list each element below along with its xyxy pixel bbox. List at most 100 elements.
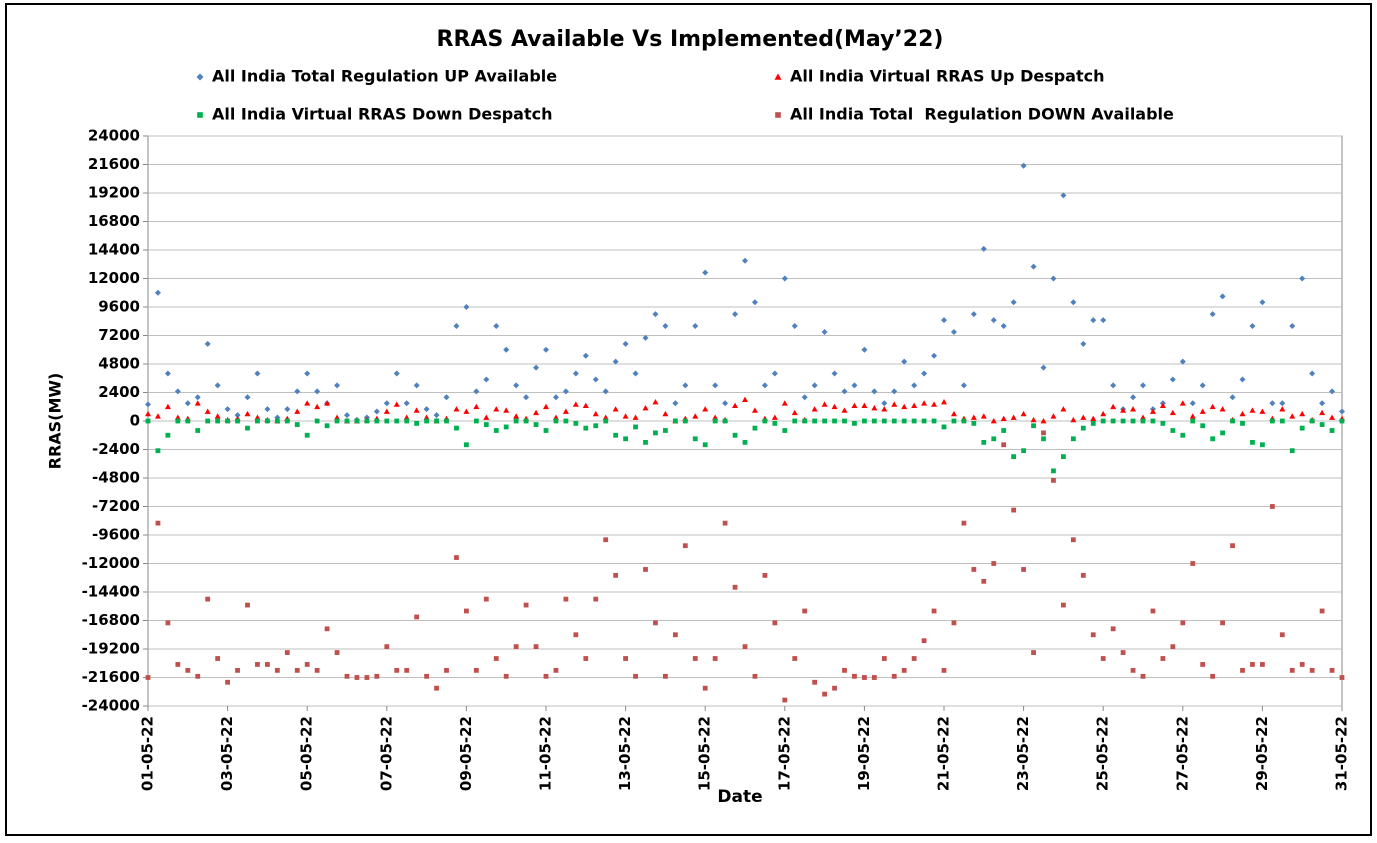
data-point <box>215 656 221 661</box>
data-point <box>1180 432 1186 438</box>
data-point <box>205 596 211 602</box>
data-point <box>990 418 997 424</box>
data-point <box>931 352 938 359</box>
data-point <box>304 432 310 438</box>
data-point <box>274 667 280 673</box>
data-point <box>1061 454 1066 460</box>
data-point <box>245 425 250 431</box>
data-point <box>473 667 479 673</box>
x-tick-label: 03-05-22 <box>218 716 236 791</box>
data-point <box>404 667 410 673</box>
data-point <box>533 364 540 371</box>
data-point <box>881 400 888 407</box>
data-point <box>214 413 221 419</box>
data-point <box>981 578 987 584</box>
data-point <box>1031 650 1036 655</box>
x-tick-label: 21-05-22 <box>935 716 953 791</box>
y-tick-label: 2400 <box>98 383 140 401</box>
data-point <box>284 406 291 413</box>
data-point <box>294 422 300 427</box>
data-point <box>1050 413 1057 419</box>
data-point <box>831 403 838 410</box>
data-point <box>1001 428 1007 433</box>
data-point <box>1220 620 1225 626</box>
y-tick-label: 12000 <box>88 269 140 287</box>
data-point <box>1319 422 1325 427</box>
data-point <box>941 424 947 430</box>
data-point <box>533 422 539 427</box>
data-point <box>434 418 439 424</box>
data-point <box>891 418 897 424</box>
data-point <box>612 406 619 412</box>
data-point <box>791 323 798 329</box>
data-point <box>602 388 609 395</box>
data-point <box>364 675 370 680</box>
data-point <box>1329 428 1335 433</box>
data-point <box>762 418 768 424</box>
data-point <box>742 439 748 445</box>
data-point <box>1150 608 1156 614</box>
data-point <box>653 620 658 626</box>
data-point <box>822 418 827 424</box>
data-point <box>204 340 211 347</box>
x-tick-label: 17-05-22 <box>775 716 793 791</box>
y-tick-label: -21600 <box>82 668 140 686</box>
data-point <box>503 346 510 353</box>
data-point <box>304 400 311 406</box>
data-point <box>155 448 161 454</box>
data-point <box>1189 400 1196 407</box>
data-point <box>463 408 470 414</box>
data-point <box>1110 382 1117 389</box>
data-point <box>155 520 161 526</box>
data-point <box>692 656 698 661</box>
data-point <box>1319 400 1326 407</box>
data-point <box>214 382 221 389</box>
data-point <box>1051 468 1056 474</box>
data-point <box>960 382 967 389</box>
data-point <box>633 424 638 430</box>
data-point <box>732 584 738 590</box>
data-point <box>1209 403 1216 410</box>
y-tick-label: -12000 <box>82 554 140 572</box>
data-point <box>1260 662 1265 667</box>
data-point <box>513 418 519 424</box>
data-point <box>184 400 191 407</box>
data-point <box>383 400 390 407</box>
data-point <box>742 257 748 264</box>
data-point <box>980 245 987 252</box>
data-point <box>1090 420 1096 426</box>
data-point <box>901 667 907 673</box>
data-point <box>384 644 390 650</box>
data-point <box>643 439 648 445</box>
data-point <box>901 418 907 424</box>
data-point <box>404 418 410 424</box>
data-point <box>1090 632 1096 638</box>
data-point <box>165 620 171 626</box>
data-point <box>672 400 679 407</box>
data-point <box>294 408 301 414</box>
data-point <box>1031 423 1036 429</box>
data-point <box>1170 644 1176 650</box>
data-point <box>633 673 638 679</box>
data-point <box>642 334 649 341</box>
data-point <box>434 685 439 691</box>
data-point <box>374 418 380 424</box>
data-point <box>871 388 878 395</box>
data-point <box>1051 477 1056 483</box>
data-point <box>1011 507 1017 513</box>
data-point <box>254 370 261 377</box>
data-point <box>612 358 619 365</box>
data-point <box>652 399 659 405</box>
data-point <box>732 311 739 318</box>
x-tick-label: 19-05-22 <box>855 716 873 791</box>
data-point <box>961 418 967 424</box>
data-point <box>752 425 758 431</box>
data-point <box>1250 439 1255 445</box>
data-point <box>582 352 589 359</box>
data-point <box>663 673 668 679</box>
data-point <box>1160 420 1166 426</box>
data-point <box>185 667 191 673</box>
legend-marker <box>774 73 782 80</box>
data-point <box>1289 323 1296 329</box>
data-point <box>802 418 808 424</box>
